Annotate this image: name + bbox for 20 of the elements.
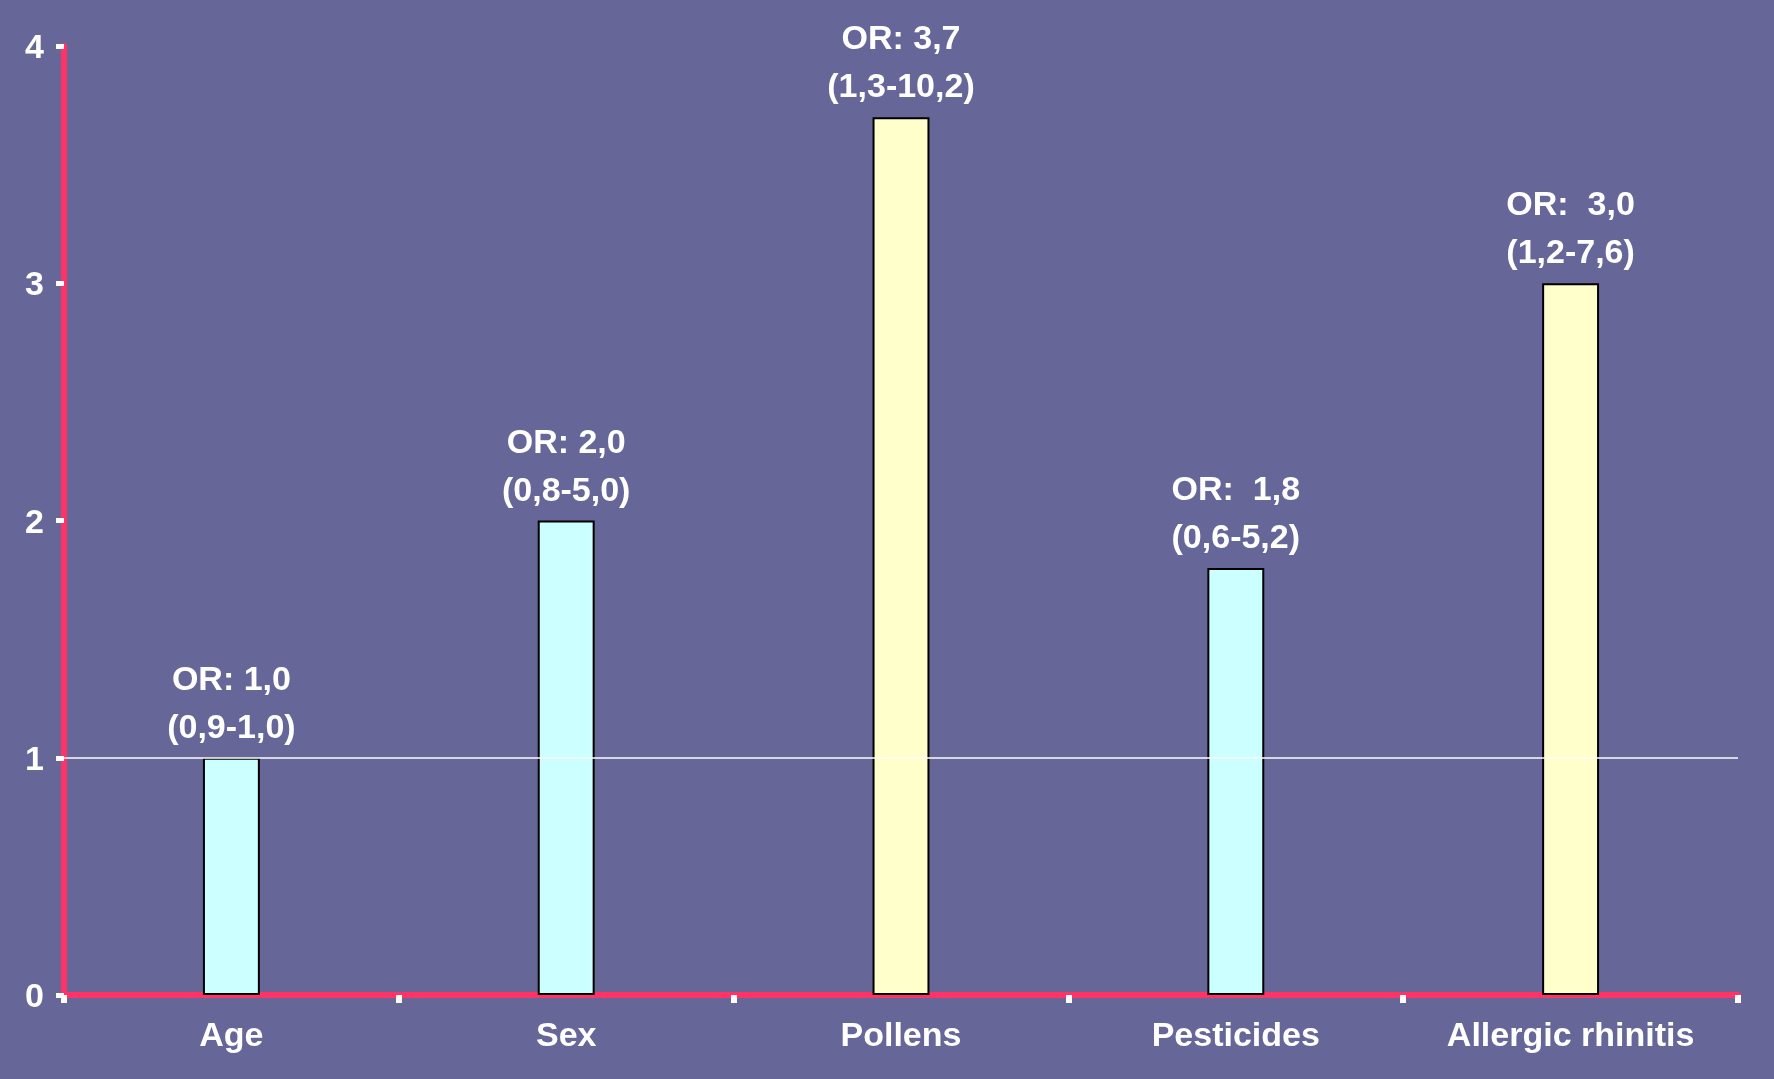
y-tick-label: 1: [25, 738, 44, 777]
bar: [1542, 283, 1600, 995]
data-label: OR: 3,0 (1,2-7,6): [1506, 184, 1635, 271]
x-tick-label: Age: [199, 1015, 264, 1053]
data-label: OR: 1,8 (0,6-5,2): [1171, 468, 1301, 555]
x-tick-label: Sex: [535, 1015, 597, 1053]
y-tick-label: 4: [25, 27, 45, 65]
x-tick-label: Pollens: [840, 1015, 962, 1053]
x-tick-label: Pesticides: [1151, 1015, 1320, 1053]
bar: [1207, 567, 1265, 995]
bar: [202, 757, 260, 995]
y-tick-label: 3: [25, 264, 44, 303]
data-label: OR: 2,0 (0,8-5,0): [501, 421, 631, 508]
data-label: OR: 3,7 (1,3-10,2): [827, 18, 975, 105]
data-label: OR: 1,0 (0,9-1,0): [167, 658, 296, 745]
y-tick-label: 2: [25, 501, 44, 540]
y-tick-label: 0: [25, 976, 44, 1014]
x-tick-label: Allergic rhinitis: [1446, 1015, 1695, 1053]
bar: [537, 520, 595, 995]
bar: [872, 117, 930, 995]
